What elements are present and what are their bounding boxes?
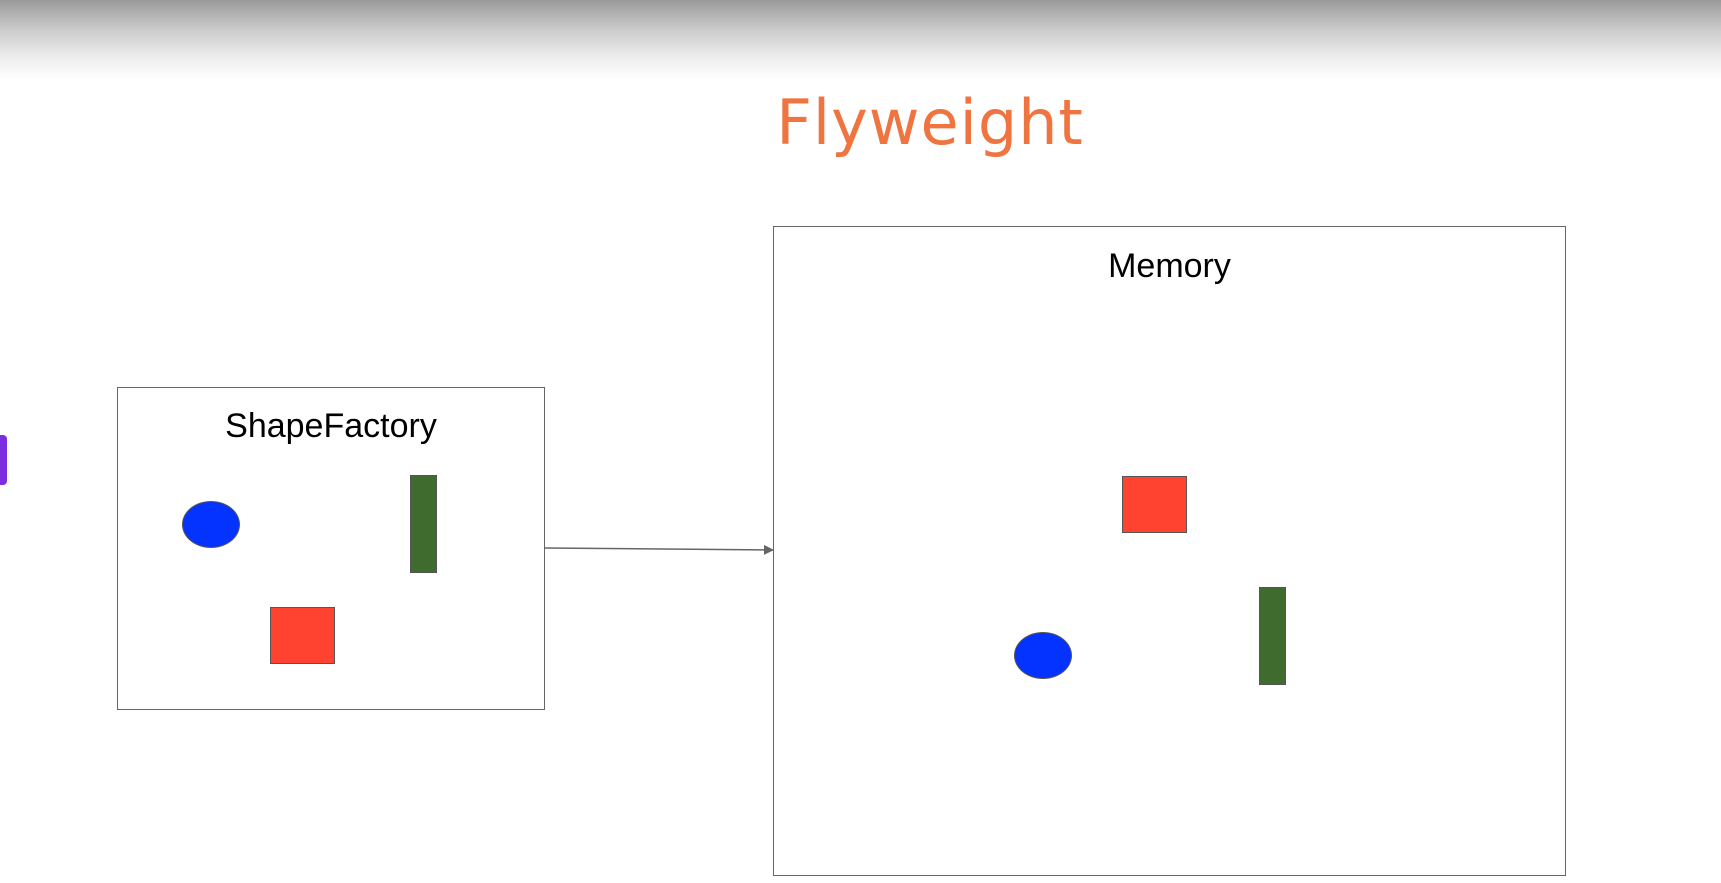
memory-circle-shape [1014, 632, 1072, 679]
arrow-line [544, 544, 774, 555]
memory-bar-shape [1259, 587, 1286, 685]
slide-title: Flyweight [776, 86, 1084, 159]
shape-factory-label: ShapeFactory [225, 407, 437, 445]
factory-bar-shape [410, 475, 437, 573]
factory-square-shape [270, 607, 335, 664]
shape-factory-box: ShapeFactory [117, 387, 545, 710]
memory-label: Memory [1108, 247, 1231, 285]
top-shade [0, 0, 1721, 80]
memory-square-shape [1122, 476, 1187, 533]
factory-circle-shape [182, 501, 240, 548]
left-edge-tab[interactable] [0, 435, 7, 485]
memory-box: Memory [773, 226, 1566, 876]
